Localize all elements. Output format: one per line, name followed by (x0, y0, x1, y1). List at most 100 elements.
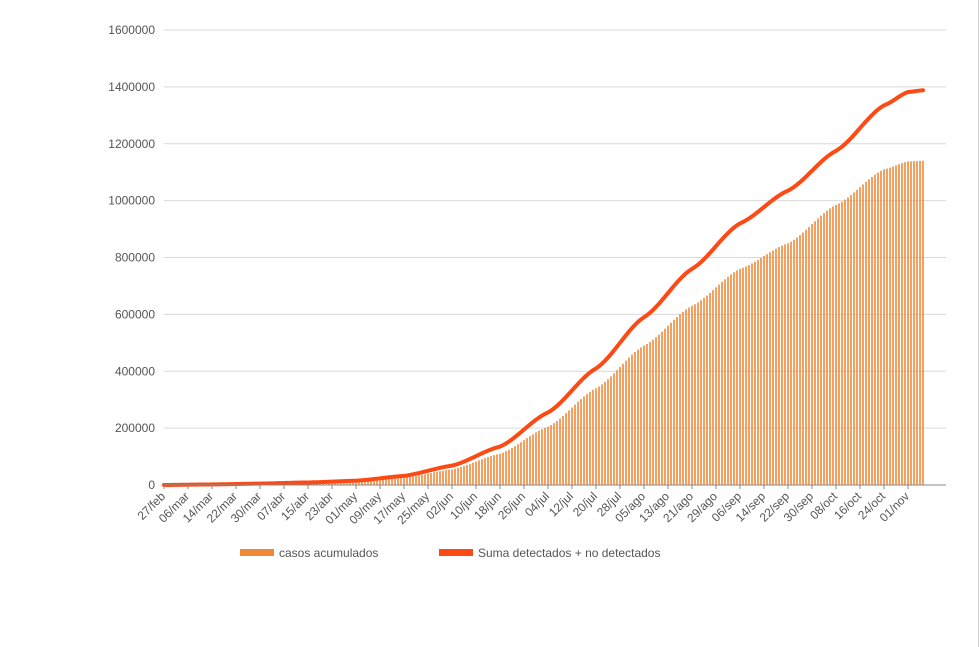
bar (814, 221, 816, 485)
legend: casos acumulados Suma detectados + no de… (240, 546, 660, 560)
bar (367, 480, 369, 485)
bar (394, 478, 396, 485)
bar (784, 244, 786, 485)
bar (691, 305, 693, 485)
bar (340, 481, 342, 485)
bar (841, 201, 843, 485)
y-tick-label: 0 (148, 478, 155, 492)
bar (544, 427, 546, 485)
bar (682, 311, 684, 485)
bar (685, 309, 687, 485)
y-tick-label: 400000 (115, 364, 155, 378)
bar (664, 328, 666, 485)
bar (625, 360, 627, 485)
bar (919, 160, 921, 485)
y-tick-label: 800000 (115, 251, 155, 265)
bar (613, 373, 615, 485)
bar (361, 480, 363, 485)
bar (901, 163, 903, 485)
bar-series-casos-acumulados (163, 160, 924, 486)
bar (442, 470, 444, 485)
bar (676, 317, 678, 485)
bar (742, 267, 744, 485)
gridlines (164, 29, 946, 429)
bar (385, 479, 387, 485)
bar (595, 388, 597, 485)
bar (832, 206, 834, 485)
bar (769, 252, 771, 485)
bar (616, 370, 618, 485)
bar (907, 161, 909, 485)
bar (496, 454, 498, 485)
bar (877, 172, 879, 485)
y-tick-label: 1400000 (108, 80, 155, 94)
bar (871, 176, 873, 485)
bar (805, 229, 807, 485)
bar (433, 472, 435, 485)
bar (601, 384, 603, 485)
bar (796, 237, 798, 485)
bar (472, 462, 474, 485)
bar (706, 295, 708, 485)
bar (373, 480, 375, 485)
bar (628, 357, 630, 485)
bar (499, 453, 501, 485)
bar (379, 479, 381, 485)
bar (337, 481, 339, 485)
y-tick-label: 600000 (115, 307, 155, 321)
bar (892, 166, 894, 485)
bar (547, 426, 549, 485)
bar (865, 181, 867, 485)
bar (523, 440, 525, 485)
bar (649, 341, 651, 485)
bar (712, 290, 714, 485)
bar (922, 160, 924, 485)
bar (409, 477, 411, 485)
series-line (162, 88, 925, 487)
bar (598, 386, 600, 485)
bar (655, 337, 657, 485)
bar (640, 347, 642, 485)
bar (883, 169, 885, 485)
y-axis: 0 200000 400000 600000 800000 1000000 1200000 1… (108, 23, 155, 492)
bar (715, 287, 717, 485)
bar (532, 434, 534, 485)
bar (826, 210, 828, 486)
bar (859, 187, 861, 485)
bar (658, 334, 660, 485)
bar (772, 250, 774, 485)
bar (622, 363, 624, 485)
bar (751, 263, 753, 485)
bar (748, 265, 750, 485)
bar (793, 239, 795, 485)
bar (436, 471, 438, 485)
bar (427, 473, 429, 485)
bar (418, 475, 420, 485)
bar (637, 349, 639, 485)
bar (571, 407, 573, 485)
bar (874, 174, 876, 485)
bar (703, 297, 705, 485)
bar (880, 170, 882, 486)
bar (535, 432, 537, 485)
bar (817, 218, 819, 485)
bar (451, 469, 453, 485)
bar (709, 292, 711, 485)
bar (406, 477, 408, 485)
bar (850, 194, 852, 485)
legend-label-line: Suma detectados + no detectados (478, 546, 660, 560)
bar (898, 164, 900, 485)
bar (766, 254, 768, 485)
bar (514, 446, 516, 485)
bar (565, 413, 567, 485)
bar (778, 247, 780, 485)
bar (829, 208, 831, 486)
bar (382, 479, 384, 485)
bar (577, 401, 579, 485)
bar (592, 389, 594, 485)
bar (457, 467, 459, 485)
bar (466, 464, 468, 485)
y-tick-label: 200000 (115, 421, 155, 435)
bar (853, 192, 855, 485)
